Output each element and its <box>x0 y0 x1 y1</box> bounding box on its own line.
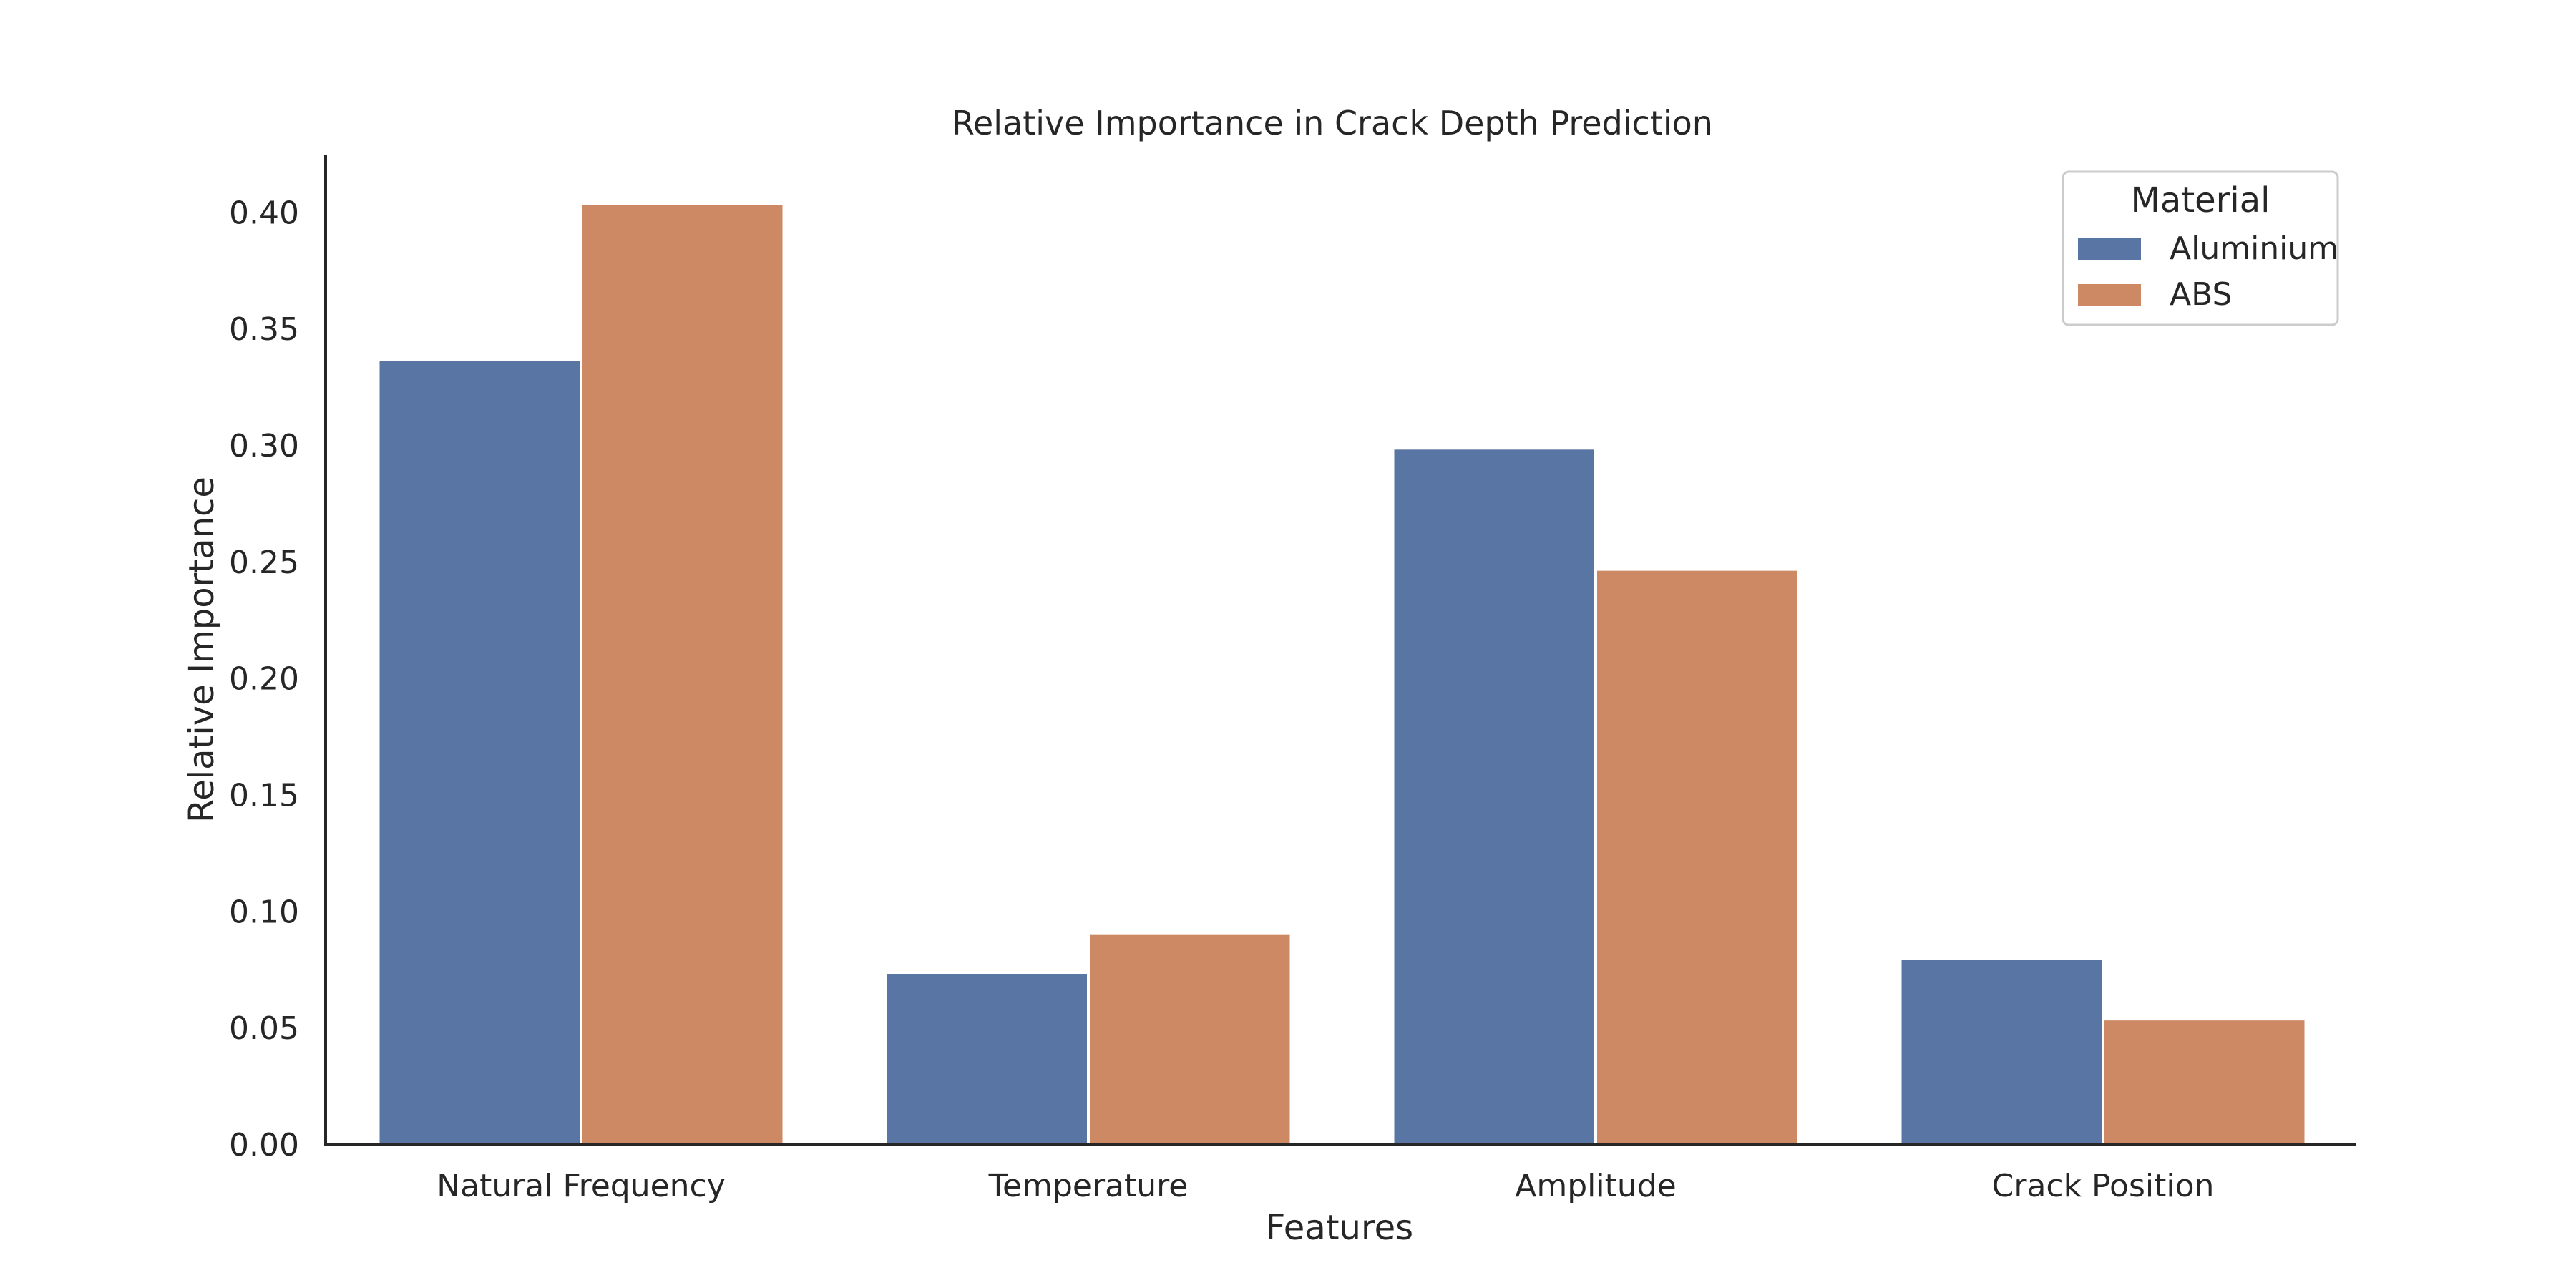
y-axis-ticks: 0.00 0.05 0.10 0.15 0.20 0.25 0.30 0.35 0.40 <box>229 195 299 1163</box>
y-tick-label: 0.35 <box>229 311 299 348</box>
chart-title: Relative Importance in Crack Depth Predi… <box>952 104 1713 142</box>
y-tick-label: 0.30 <box>229 428 299 464</box>
x-tick-label: Crack Position <box>1992 1168 2215 1204</box>
bars-group <box>376 202 2308 1147</box>
legend-label-aluminium: Aluminium <box>2170 230 2338 267</box>
y-tick-label: 0.25 <box>229 545 299 581</box>
y-tick-label: 0.40 <box>229 195 299 231</box>
bar-abs-amplitude <box>1594 567 1800 1146</box>
legend: Material Aluminium ABS <box>2062 170 2339 326</box>
legend-swatch-aluminium <box>2078 238 2141 260</box>
x-tick-label: Amplitude <box>1515 1168 1676 1204</box>
y-axis-label: Relative Importance <box>182 477 222 823</box>
bar-aluminium-temperature <box>884 971 1090 1146</box>
y-tick-label: 0.10 <box>229 894 299 930</box>
legend-label-abs: ABS <box>2170 276 2232 313</box>
x-axis-ticks: Natural Frequency Temperature Amplitude Cra… <box>436 1168 2214 1204</box>
legend-swatch-abs <box>2078 284 2141 306</box>
legend-title: Material <box>2131 180 2270 220</box>
bar-abs-temperature <box>1087 931 1293 1146</box>
bar-abs-crack-position <box>2102 1018 2308 1147</box>
bar-aluminium-natural-frequency <box>376 358 582 1146</box>
y-tick-label: 0.20 <box>229 661 299 698</box>
y-tick-label: 0.00 <box>229 1127 299 1163</box>
bar-aluminium-crack-position <box>1898 957 2104 1146</box>
x-tick-label: Natural Frequency <box>436 1168 726 1204</box>
bar-aluminium-amplitude <box>1391 447 1597 1146</box>
x-axis-label: Features <box>1266 1208 1413 1248</box>
y-tick-label: 0.15 <box>229 778 299 814</box>
x-tick-label: Temperature <box>988 1168 1189 1204</box>
y-tick-label: 0.05 <box>229 1010 299 1047</box>
bar-abs-natural-frequency <box>580 202 786 1147</box>
